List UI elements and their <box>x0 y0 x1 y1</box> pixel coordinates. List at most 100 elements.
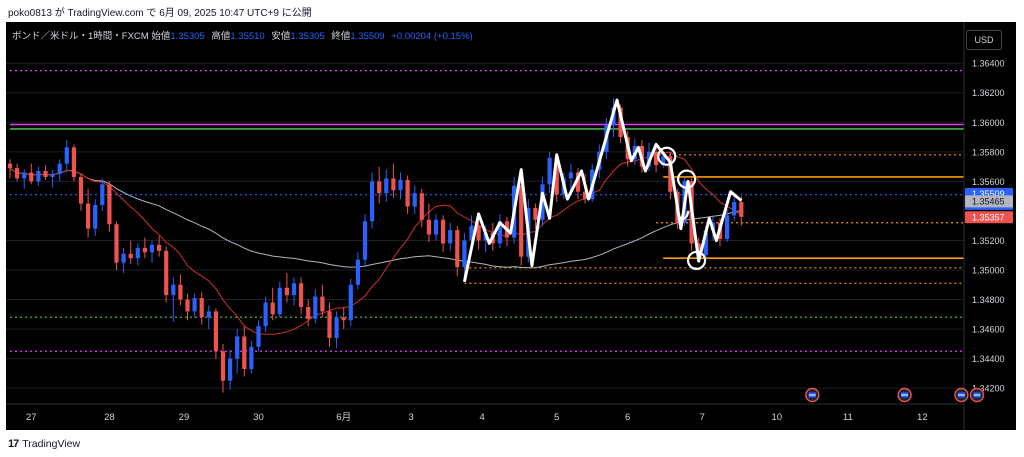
candle-body <box>348 284 353 321</box>
chart-frame[interactable]: 1.36400 1.36200 1.36000 1.35800 1.35600 1.352… <box>6 22 1016 430</box>
price-label-box <box>965 211 1013 224</box>
candle-body <box>618 107 623 138</box>
candle-body <box>362 221 368 260</box>
price-tick-label: 1.34800 <box>972 295 1005 305</box>
candle-body <box>291 283 297 296</box>
candle-body <box>7 163 13 169</box>
candle-body <box>15 168 20 179</box>
price-tick-label: 1.36200 <box>972 88 1005 98</box>
candle-body <box>583 191 588 200</box>
candle-body <box>36 171 41 182</box>
candle-body <box>114 224 119 263</box>
candle-body <box>178 284 183 300</box>
candle-body <box>398 179 403 191</box>
candle-body <box>22 172 27 179</box>
candle-body <box>384 178 389 194</box>
candle-body <box>313 296 318 319</box>
candle-body <box>71 147 76 177</box>
candle-body <box>263 302 268 327</box>
low-label: 安値 <box>271 31 291 42</box>
price-tick-label: 1.36000 <box>972 118 1005 128</box>
open-value: 1.35305 <box>170 31 205 42</box>
price-label-value: 1.35357 <box>972 212 1005 222</box>
time-tick-label: 10 <box>772 412 783 423</box>
candle-body <box>199 298 204 318</box>
candle-body <box>497 221 502 244</box>
candle-body <box>391 178 396 191</box>
pattern-drawing <box>462 98 743 283</box>
time-axis: 27 28 29 30 6月 3 4 5 6 7 10 11 12 <box>6 403 964 423</box>
candle-body <box>654 151 659 166</box>
zigzag-pattern-line <box>462 98 743 283</box>
price-tick-label: 1.35000 <box>972 266 1005 276</box>
time-tick-label: 3 <box>409 412 414 423</box>
footer: 17 TradingView <box>8 436 80 452</box>
candle-body <box>568 172 573 179</box>
candle-body <box>469 225 474 241</box>
candle-body <box>519 185 524 257</box>
candle-body <box>206 311 211 318</box>
price-chart[interactable]: 1.36400 1.36200 1.36000 1.35800 1.35600 1.352… <box>6 22 1016 430</box>
price-tick-label: 1.35800 <box>972 147 1005 157</box>
candle-body <box>213 311 218 352</box>
candle-body <box>462 240 467 268</box>
candle-body <box>100 184 105 206</box>
close-label: 終値 <box>331 31 351 42</box>
candle-body <box>575 172 581 192</box>
tradingview-logo-icon: 17 <box>8 438 19 450</box>
candle-body <box>149 244 155 253</box>
time-tick-label: 6 <box>625 412 630 423</box>
candle-body <box>249 346 254 369</box>
event-icons <box>805 387 985 403</box>
candle-body <box>107 184 112 225</box>
price-axis: 1.36400 1.36200 1.36000 1.35800 1.35600 1.352… <box>6 22 1005 430</box>
pivot-circle <box>677 169 697 189</box>
candle-body <box>547 157 552 185</box>
candle-body <box>164 250 169 296</box>
candle-body <box>334 317 339 338</box>
price-label-value: 1.35509 <box>972 189 1005 199</box>
price-tick-label: 1.35200 <box>972 236 1005 246</box>
candle-body <box>220 351 226 381</box>
candle-body <box>661 156 666 166</box>
candle-body <box>320 296 325 312</box>
candle-body <box>299 283 304 307</box>
price-tick-label: 1.34200 <box>972 384 1005 394</box>
open-label: 始値 <box>151 31 171 42</box>
candle-body <box>455 230 460 268</box>
candle-body <box>703 230 708 256</box>
moving-average-slow <box>9 167 742 269</box>
candle-body <box>370 181 375 222</box>
brand-name: TradingView <box>22 438 81 450</box>
candle-body <box>57 163 62 174</box>
candle-body <box>86 203 91 229</box>
candle-body <box>433 219 439 235</box>
candle-body <box>405 179 410 207</box>
candle-body <box>29 172 34 182</box>
price-tick-label: 1.34400 <box>972 354 1005 364</box>
candle-body <box>157 244 162 251</box>
candle-body <box>171 284 176 296</box>
candle-body <box>121 253 126 263</box>
candle-body <box>554 157 559 195</box>
currency-button[interactable]: USD <box>966 30 1002 50</box>
candle-body <box>128 253 133 259</box>
moving-averages <box>9 151 742 335</box>
time-tick-label: 28 <box>104 412 115 423</box>
candle-body <box>277 287 282 315</box>
candle-body <box>426 219 431 235</box>
candle-body <box>533 207 538 220</box>
time-tick-label: 5 <box>554 412 559 423</box>
symbol-header: ポンド／米ドル・1時間・FXCM 始値1.35305 高値1.35510 安値1… <box>12 28 473 42</box>
price-label-box <box>965 195 1013 208</box>
pivot-circle <box>686 250 707 271</box>
time-tick-label: 7 <box>700 412 705 423</box>
candle-body <box>725 215 730 239</box>
price-label-value: 1.35465 <box>972 196 1005 206</box>
candle-body <box>355 259 360 285</box>
candle-body <box>78 176 84 204</box>
time-tick-label: 27 <box>26 412 37 423</box>
high-value: 1.35510 <box>230 31 265 42</box>
candle-body <box>270 302 275 315</box>
